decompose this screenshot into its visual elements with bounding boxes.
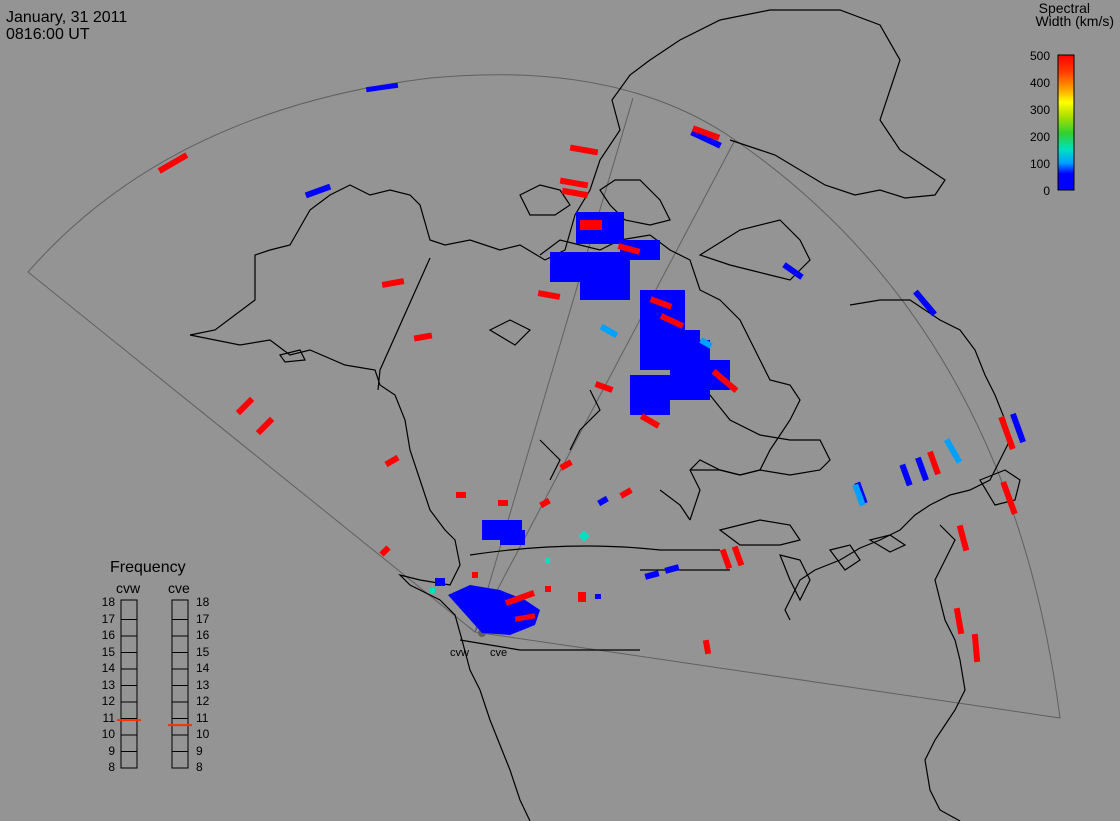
frequency-tick-left: 12	[101, 694, 115, 708]
frequency-tick-right: 9	[196, 743, 203, 758]
colorbar-tick-label: 0	[1043, 184, 1050, 198]
frequency-tick-right: 17	[196, 611, 210, 626]
frequency-markers	[117, 719, 192, 727]
colorbar	[1057, 54, 1075, 191]
frequency-tick-right: 10	[196, 727, 210, 741]
frequency-tick-left: 9	[108, 743, 115, 758]
frequency-tick-right: 13	[196, 677, 210, 692]
frequency-tick-left: 8	[108, 760, 115, 774]
colorbar-tick-label: 400	[1029, 76, 1050, 90]
frequency-tick-left: 10	[101, 727, 115, 741]
frequency-tick-right: 11	[196, 710, 209, 725]
frequency-tick-left: 17	[101, 611, 115, 626]
radar-site-label-cvw: cvw	[450, 647, 469, 659]
frequency-tick-left: 16	[101, 628, 115, 642]
frequency-tick-left: 15	[101, 644, 115, 659]
radar-site-label-cve: cve	[490, 647, 508, 659]
fov-outline	[27, 74, 1061, 719]
date-label: January, 31 2011	[6, 9, 128, 26]
echoes-low-width	[304, 82, 1026, 635]
frequency-tick-right: 8	[196, 760, 203, 774]
radar-cve-freq-label: cve	[168, 580, 190, 596]
frequency-tick-right: 16	[196, 628, 210, 642]
colorbar-title: Spectral	[1038, 0, 1090, 16]
colorbar-tick-label: 500	[1029, 49, 1050, 63]
frequency-tick-right: 12	[196, 694, 210, 708]
colorbar-unit: Width (km/s)	[1035, 13, 1114, 29]
colorbar-tick-label: 100	[1029, 157, 1050, 171]
frequency-tick-right: 18	[196, 595, 210, 609]
frequency-tick-left: 11	[102, 710, 115, 725]
echoes-high-width	[157, 125, 1018, 663]
frequency-tick-right: 14	[196, 661, 210, 675]
colorbar-tick-label: 200	[1029, 130, 1050, 144]
frequency-tick-right: 15	[196, 644, 210, 659]
frequency-tick-left: 13	[101, 677, 115, 692]
colorbar-tick-label: 300	[1029, 103, 1050, 117]
radar-cvw-freq-label: cvw	[116, 580, 141, 596]
frequency-tick-left: 18	[101, 595, 115, 609]
frequency-title: Frequency	[110, 559, 186, 576]
frequency-panel	[120, 599, 189, 769]
echoes-mid-width	[430, 323, 963, 593]
coastlines	[189, 9, 1021, 821]
frequency-tick-left: 14	[101, 661, 115, 675]
time-label: 0816:00 UT	[6, 26, 90, 43]
